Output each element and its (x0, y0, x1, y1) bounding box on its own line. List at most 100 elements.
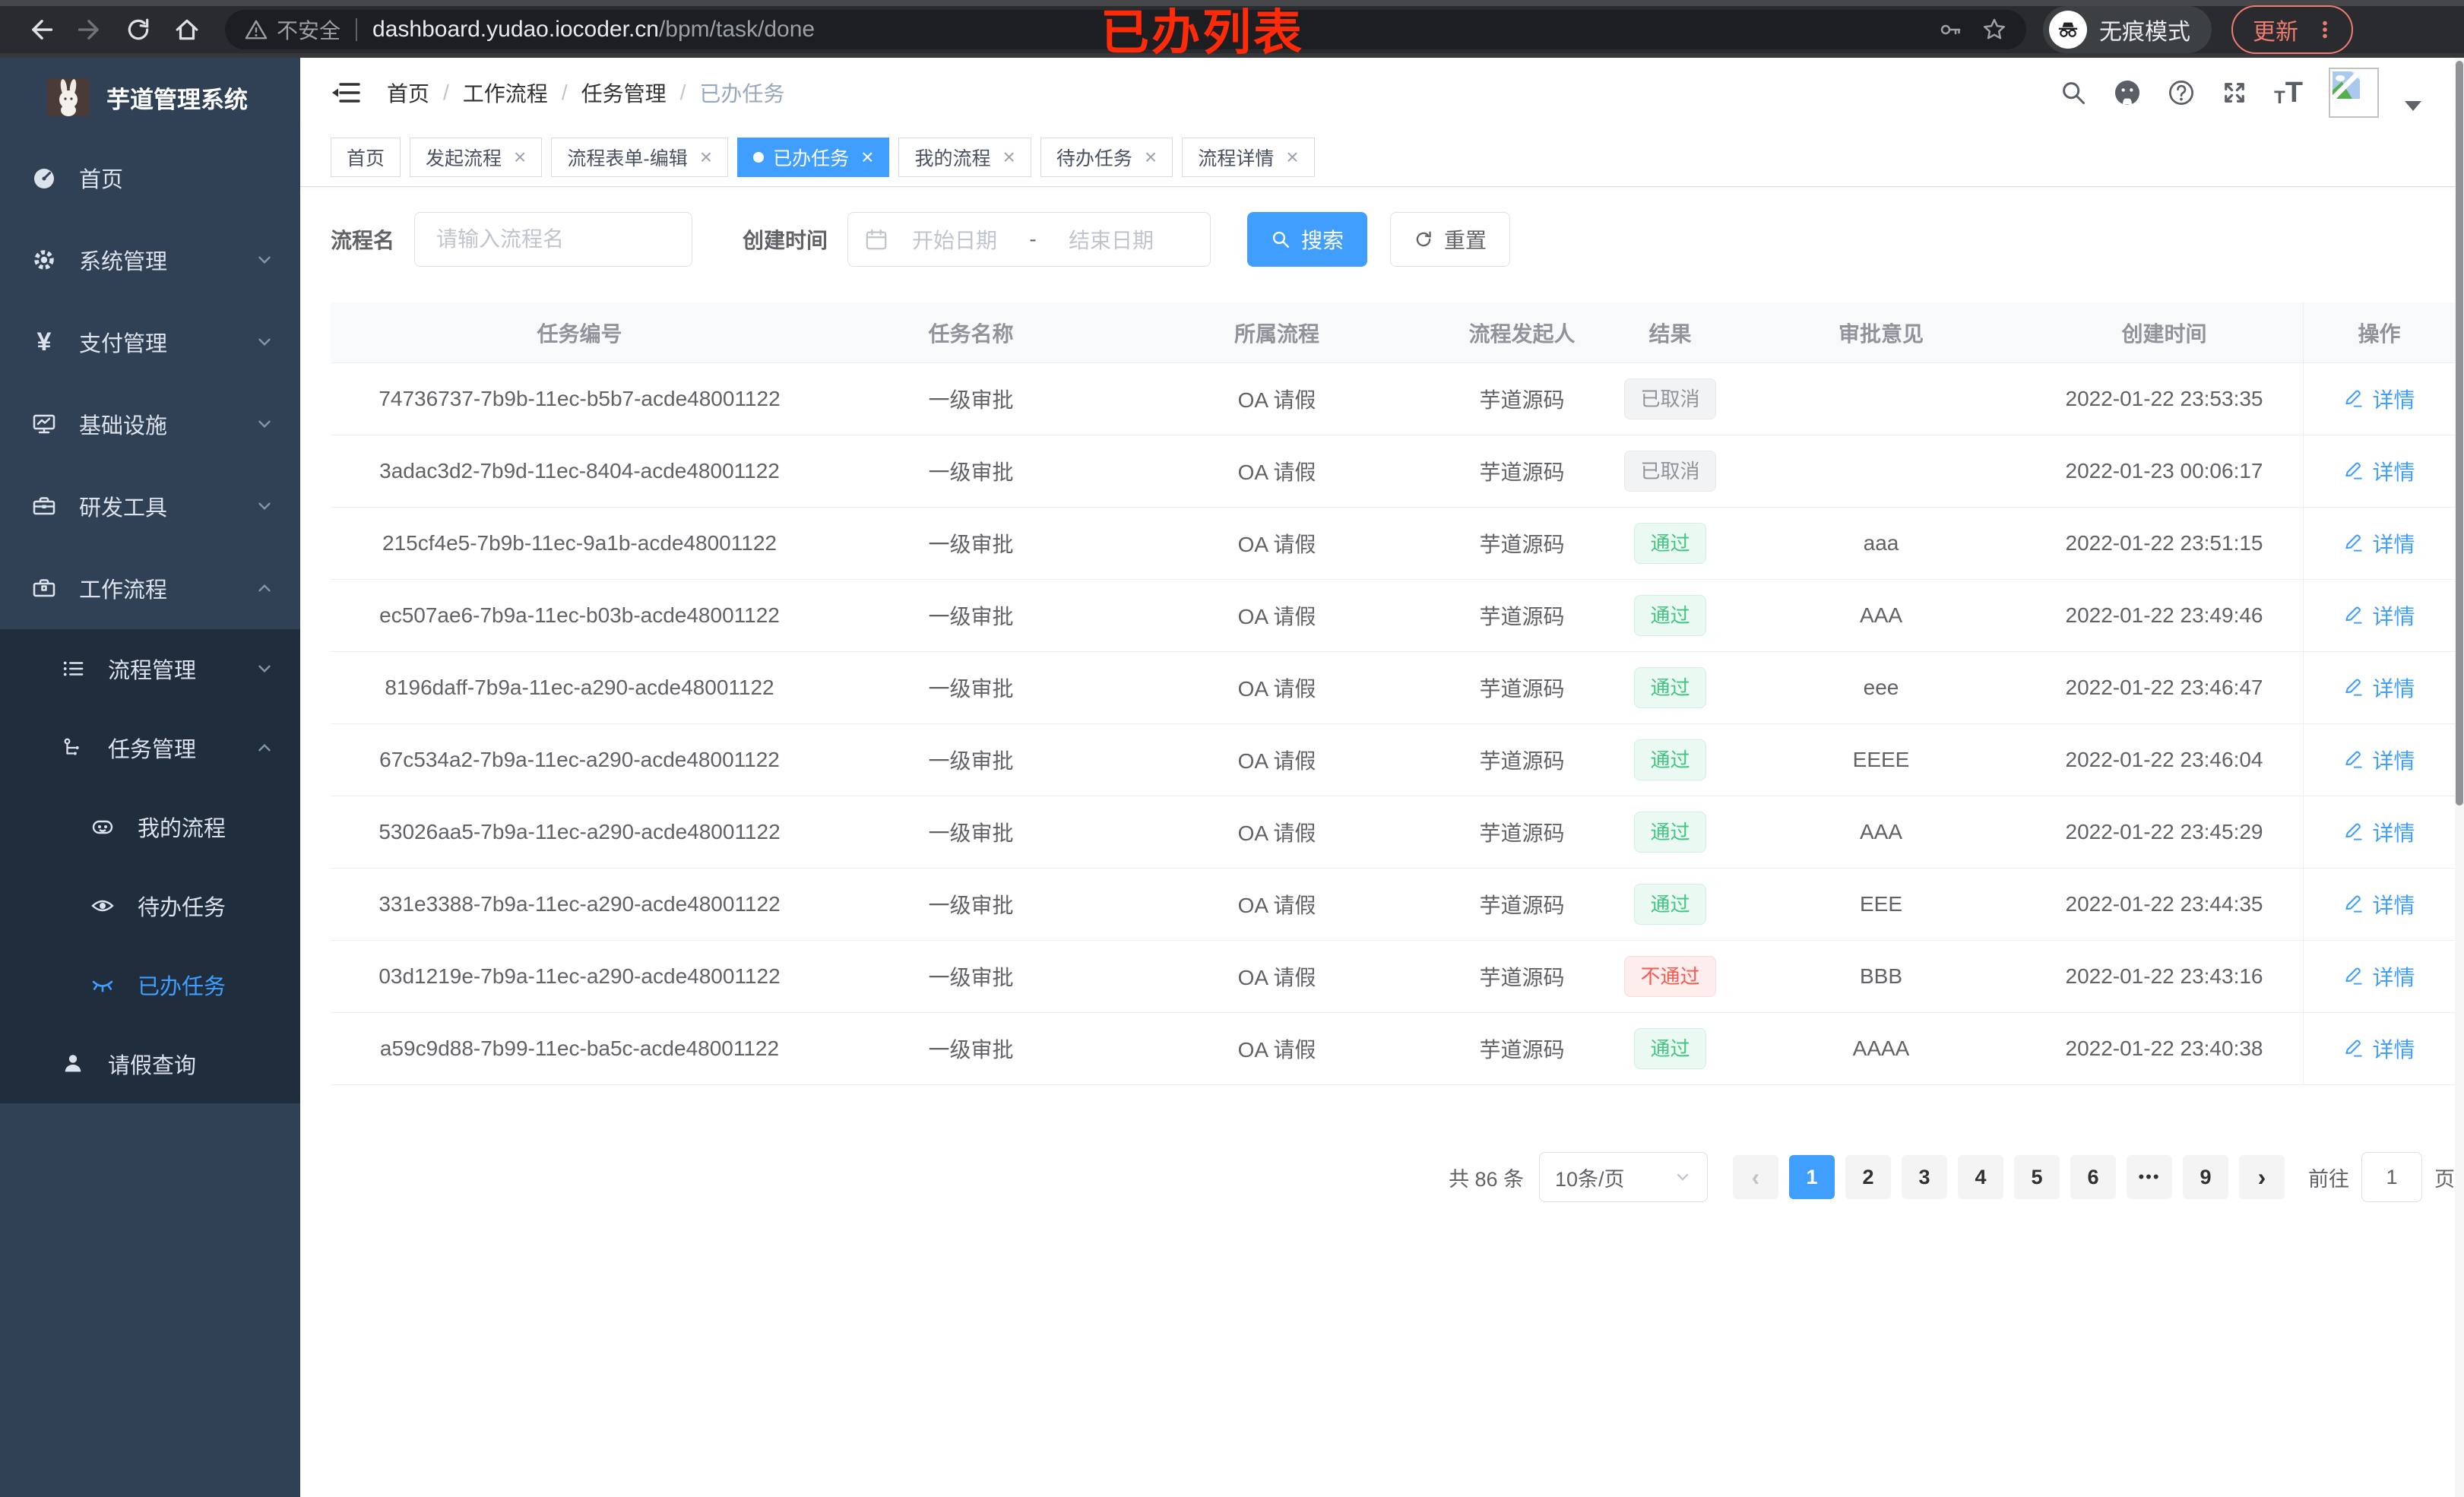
search-button[interactable]: 搜索 (1247, 212, 1368, 267)
tab-2[interactable]: 流程表单-编辑 × (551, 137, 729, 177)
sidebar-item-my-process[interactable]: 我的流程 (0, 787, 300, 866)
sidebar-item-label: 请假查询 (108, 1054, 197, 1078)
detail-link[interactable]: 详情 (2343, 889, 2415, 919)
avatar-caret-icon[interactable] (2405, 100, 2421, 111)
reset-button[interactable]: 重置 (1390, 212, 1511, 267)
browser-reload-button[interactable] (117, 8, 160, 51)
tab-close-icon[interactable]: × (1144, 144, 1158, 169)
table-row: 215cf4e5-7b9b-11ec-9a1b-acde48001122 一级审批… (331, 508, 2455, 580)
tab-6[interactable]: 流程详情 × (1182, 137, 1315, 177)
detail-link[interactable]: 详情 (2343, 456, 2415, 486)
sidebar-item-home[interactable]: 首页 (0, 137, 300, 219)
detail-link[interactable]: 详情 (2343, 600, 2415, 631)
tab-4[interactable]: 我的流程 × (898, 137, 1031, 177)
tab-close-icon[interactable]: × (1286, 144, 1299, 169)
url-bar[interactable]: 不安全 dashboard.yudao.iocoder.cn/bpm/task/… (225, 10, 2026, 49)
github-icon[interactable] (2113, 78, 2142, 107)
cell-process: OA 请假 (1237, 388, 1316, 412)
tabs-bar: 首页 发起流程 × 流程表单-编辑 × 已办任务 × 我的流程 × 待办任务 × 流程详情 × (300, 128, 2464, 187)
tab-3[interactable]: 已办任务 × (737, 137, 890, 177)
detail-link[interactable]: 详情 (2343, 1033, 2415, 1064)
pagination-ellipsis[interactable]: ••• (2127, 1155, 2172, 1199)
tab-close-icon[interactable]: × (861, 144, 874, 169)
bookmark-star-icon[interactable] (1982, 17, 2006, 42)
sidebar-item-label: 支付管理 (79, 332, 168, 356)
browser-back-button[interactable] (20, 8, 62, 51)
sidebar-item-process-mgmt[interactable]: 流程管理 (0, 629, 300, 708)
sidebar-item-todo-tasks[interactable]: 待办任务 (0, 866, 300, 945)
incognito-badge: 无痕模式 (2043, 6, 2212, 53)
prev-page-button[interactable]: ‹ (1733, 1155, 1778, 1199)
tab-1[interactable]: 发起流程 × (410, 137, 543, 177)
page-button-9[interactable]: 9 (2183, 1155, 2228, 1199)
cell-task-id: 03d1219e-7b9a-11ec-a290-acde48001122 (378, 964, 781, 988)
breadcrumb-task-mgmt[interactable]: 任务管理 (581, 82, 667, 106)
result-tag: 不通过 (1624, 956, 1716, 997)
cell-create-time: 2022-01-22 23:43:16 (2065, 964, 2263, 988)
sidebar-menu: 首页 系统管理 ¥ 支付管理 基础设施 (0, 137, 300, 1497)
next-page-button[interactable]: › (2239, 1155, 2285, 1199)
sidebar-item-label: 我的流程 (138, 817, 226, 841)
detail-link[interactable]: 详情 (2343, 745, 2415, 775)
fullscreen-icon[interactable] (2221, 79, 2248, 106)
cell-actions: 详情 (2303, 941, 2455, 1012)
tab-close-icon[interactable]: × (699, 144, 713, 169)
page-button-3[interactable]: 3 (1902, 1155, 1947, 1199)
search-icon[interactable] (2060, 79, 2087, 106)
page-button-5[interactable]: 5 (2014, 1155, 2060, 1199)
cell-task-id: 331e3388-7b9a-11ec-a290-acde48001122 (378, 892, 781, 916)
breadcrumb-home[interactable]: 首页 (387, 82, 430, 106)
cell-actions: 详情 (2303, 652, 2455, 723)
detail-link[interactable]: 详情 (2343, 961, 2415, 992)
sidebar-item-leave-query[interactable]: 请假查询 (0, 1024, 300, 1103)
browser-update-button[interactable]: 更新 (2231, 5, 2353, 54)
help-icon[interactable] (2168, 79, 2195, 106)
sidebar-item-devtools[interactable]: 研发工具 (0, 465, 300, 547)
avatar[interactable] (2329, 68, 2379, 118)
date-range-separator: - (1029, 227, 1037, 251)
detail-link[interactable]: 详情 (2343, 817, 2415, 847)
detail-link[interactable]: 详情 (2343, 673, 2415, 703)
sidebar-item-system[interactable]: 系统管理 (0, 219, 300, 301)
cell-result: 已取消 (1604, 363, 1737, 435)
sidebar-item-payment[interactable]: ¥ 支付管理 (0, 301, 300, 383)
page-button-1[interactable]: 1 (1789, 1155, 1835, 1199)
date-range-picker[interactable]: 开始日期 - 结束日期 (847, 212, 1211, 267)
sidebar-item-done-tasks[interactable]: 已办任务 (0, 945, 300, 1024)
goto-page-input[interactable] (2361, 1152, 2422, 1202)
sidebar-item-infra[interactable]: 基础设施 (0, 383, 300, 465)
detail-link-label: 详情 (2372, 388, 2415, 412)
breadcrumb-workflow[interactable]: 工作流程 (462, 82, 548, 106)
cell-result: 通过 (1604, 508, 1737, 579)
detail-link[interactable]: 详情 (2343, 384, 2415, 414)
tab-close-icon[interactable]: × (1002, 144, 1015, 169)
page-button-2[interactable]: 2 (1845, 1155, 1891, 1199)
page-button-6[interactable]: 6 (2070, 1155, 2116, 1199)
detail-link-label: 详情 (2372, 749, 2415, 773)
start-date-placeholder: 开始日期 (912, 229, 998, 252)
table-body: 74736737-7b9b-11ec-b5b7-acde48001122 一级审批… (331, 363, 2455, 1085)
page-scrollbar[interactable] (2455, 58, 2464, 1497)
detail-link-label: 详情 (2372, 821, 2415, 845)
page-size-select[interactable]: 10条/页 (1539, 1152, 1708, 1202)
detail-link[interactable]: 详情 (2343, 528, 2415, 559)
table-row: 8196daff-7b9a-11ec-a290-acde48001122 一级审批… (331, 652, 2455, 724)
sidebar-item-task-mgmt[interactable]: 任务管理 (0, 708, 300, 787)
tab-close-icon[interactable]: × (514, 144, 527, 169)
detail-link-label: 详情 (2372, 460, 2415, 484)
chevron-up-icon (255, 578, 274, 598)
sidebar-collapse-icon[interactable] (331, 79, 361, 106)
sidebar-item-workflow[interactable]: 工作流程 (0, 547, 300, 629)
page-button-4[interactable]: 4 (1958, 1155, 2003, 1199)
process-name-input[interactable] (414, 212, 693, 267)
tab-5[interactable]: 待办任务 × (1040, 137, 1173, 177)
password-key-icon[interactable] (1938, 17, 1962, 42)
browser-menu-icon[interactable] (2314, 18, 2336, 41)
browser-home-button[interactable] (166, 8, 208, 51)
browser-forward-button[interactable] (68, 8, 111, 51)
scrollbar-thumb[interactable] (2456, 61, 2463, 805)
tab-0[interactable]: 首页 (331, 137, 401, 177)
edit-pencil-icon (2345, 751, 2363, 768)
tab-label: 待办任务 (1056, 147, 1132, 169)
